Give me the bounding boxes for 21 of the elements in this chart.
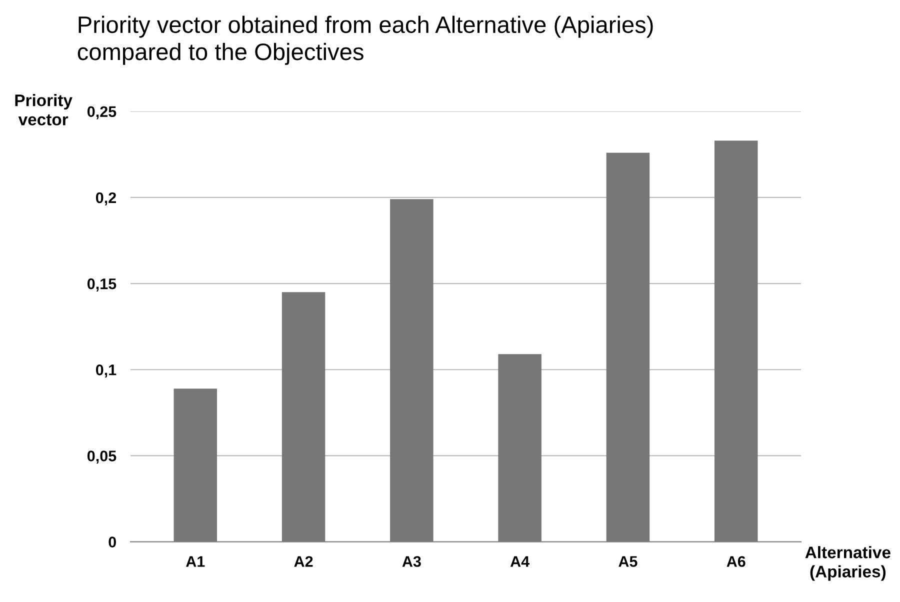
bar xyxy=(282,292,326,542)
x-tick-label: A1 xyxy=(186,556,205,567)
bar xyxy=(174,388,218,542)
y-tick-label: 0,1 xyxy=(96,364,116,378)
bar xyxy=(606,152,650,542)
y-tick-label: 0,05 xyxy=(87,450,116,464)
y-tick-label: 0,25 xyxy=(87,106,116,120)
y-tick-label: 0,15 xyxy=(87,278,116,292)
bar xyxy=(714,140,758,542)
bar xyxy=(498,354,542,542)
y-tick-label: 0 xyxy=(108,536,116,548)
y-axis-title: Priority vector xyxy=(15,94,72,126)
y-tick-label: 0,2 xyxy=(96,192,116,206)
chart-title: Priority vector obtained from each Alternative (Apiaries) compared to the Objectives xyxy=(78,16,653,65)
x-axis-title: Alternative (Apiaries) xyxy=(805,546,890,581)
x-tick-label: A4 xyxy=(510,556,530,567)
x-tick-label: A5 xyxy=(618,556,638,567)
bar xyxy=(390,199,434,542)
x-tick-label: A2 xyxy=(294,556,313,567)
x-tick-label: A6 xyxy=(726,556,746,567)
x-tick-label: A3 xyxy=(402,556,421,567)
